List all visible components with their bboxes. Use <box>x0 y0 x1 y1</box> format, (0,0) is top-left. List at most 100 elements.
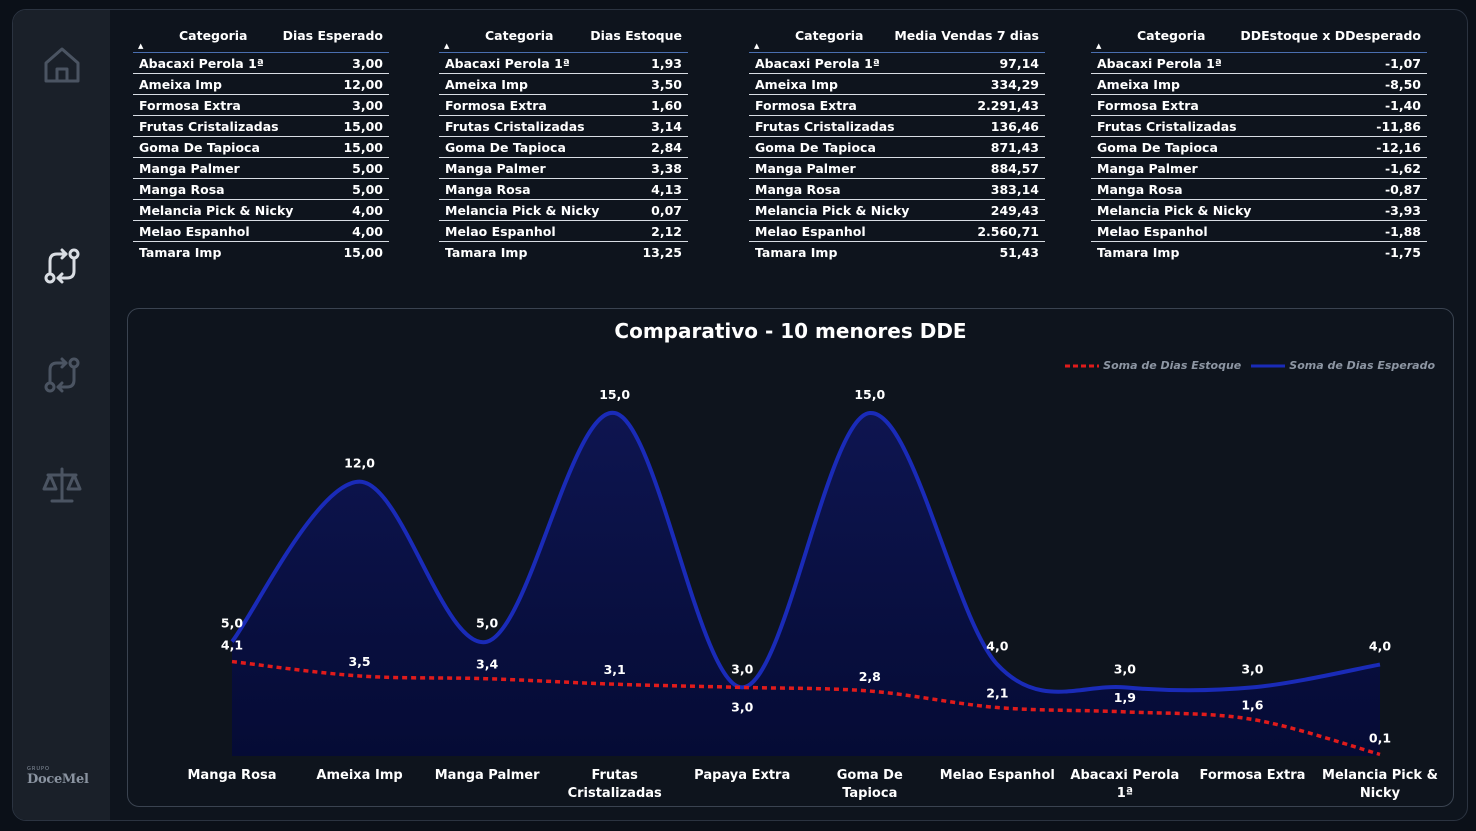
table-row[interactable]: Tamara Imp -1,75 <box>1091 242 1427 263</box>
table-row[interactable]: Melancia Pick & Nicky 4,00 <box>133 200 389 221</box>
cell-value: 383,14 <box>990 181 1039 197</box>
cell-value: 3,00 <box>352 55 383 71</box>
legend-item-estoque[interactable]: Soma de Dias Estoque <box>1065 359 1241 372</box>
dashboard-frame: GRUPO DoceMel ▲ Categoria Dias Esperado … <box>12 9 1468 821</box>
cell-value: 3,00 <box>352 97 383 113</box>
table-row[interactable]: Tamara Imp 51,43 <box>749 242 1045 263</box>
data-label-dias-estoque: 3,0 <box>731 699 753 714</box>
table-row[interactable]: Manga Palmer 884,57 <box>749 158 1045 179</box>
legend-item-esperado[interactable]: Soma de Dias Esperado <box>1251 359 1435 372</box>
table-row[interactable]: Manga Rosa 5,00 <box>133 179 389 200</box>
cell-value: 5,00 <box>352 160 383 176</box>
cell-value: -1,75 <box>1384 245 1421 260</box>
table-row[interactable]: Manga Palmer 5,00 <box>133 158 389 179</box>
table-row[interactable]: Frutas Cristalizadas -11,86 <box>1091 116 1427 137</box>
cell-categoria: Melancia Pick & Nicky <box>139 202 294 218</box>
header-value[interactable]: Dias Estoque <box>590 28 682 43</box>
data-label-dias-estoque: 4,1 <box>221 638 243 653</box>
table-row[interactable]: Manga Rosa 4,13 <box>439 179 688 200</box>
sort-asc-icon[interactable]: ▲ <box>444 42 450 50</box>
cell-categoria: Manga Palmer <box>755 160 856 176</box>
cell-value: 97,14 <box>999 55 1039 71</box>
table-row[interactable]: Formosa Extra 3,00 <box>133 95 389 116</box>
cell-categoria: Manga Rosa <box>755 181 841 197</box>
table-row[interactable]: Formosa Extra 1,60 <box>439 95 688 116</box>
header-value[interactable]: Media Vendas 7 dias <box>894 28 1039 43</box>
table-row[interactable]: Ameixa Imp -8,50 <box>1091 74 1427 95</box>
cell-value: 3,14 <box>651 118 682 134</box>
data-label-dias-esperado: 4,0 <box>986 639 1008 654</box>
cell-value: -0,87 <box>1384 181 1421 197</box>
table-row[interactable]: Ameixa Imp 3,50 <box>439 74 688 95</box>
table-row[interactable]: Goma De Tapioca 871,43 <box>749 137 1045 158</box>
cell-value: 4,00 <box>352 202 383 218</box>
x-tick-label: Cristalizadas <box>568 786 662 801</box>
cell-value: 884,57 <box>990 160 1039 176</box>
header-categoria[interactable]: Categoria <box>795 28 864 43</box>
header-categoria[interactable]: Categoria <box>485 28 554 43</box>
data-label-dias-estoque: 3,4 <box>476 657 498 672</box>
cell-categoria: Tamara Imp <box>139 245 222 260</box>
series-line-dias-estoque[interactable] <box>231 659 1381 757</box>
table-row[interactable]: Melancia Pick & Nicky -3,93 <box>1091 200 1427 221</box>
data-label-dias-estoque: 2,1 <box>986 686 1008 701</box>
sort-asc-icon[interactable]: ▲ <box>1096 42 1102 50</box>
table-row[interactable]: Tamara Imp 13,25 <box>439 242 688 263</box>
header-value[interactable]: DDEstoque x DDesperado <box>1240 28 1421 43</box>
home-icon[interactable] <box>39 42 85 88</box>
balance-icon[interactable] <box>39 462 85 508</box>
table-row[interactable]: Formosa Extra -1,40 <box>1091 95 1427 116</box>
table-row[interactable]: Ameixa Imp 334,29 <box>749 74 1045 95</box>
cell-value: 3,38 <box>651 160 682 176</box>
header-categoria[interactable]: Categoria <box>179 28 248 43</box>
table-row[interactable]: Tamara Imp 15,00 <box>133 242 389 263</box>
table-row[interactable]: Melancia Pick & Nicky 0,07 <box>439 200 688 221</box>
table-row[interactable]: Melao Espanhol 2,12 <box>439 221 688 242</box>
data-label-dias-esperado: 4,0 <box>1369 639 1391 654</box>
cell-value: 334,29 <box>990 76 1039 92</box>
header-value[interactable]: Dias Esperado <box>282 28 383 43</box>
cell-value: -1,40 <box>1384 97 1421 113</box>
cell-value: -1,88 <box>1384 223 1421 239</box>
table-media-vendas: ▲ Categoria Media Vendas 7 dias Abacaxi … <box>749 28 1045 263</box>
data-label-dias-esperado: 5,0 <box>476 616 498 631</box>
table-row[interactable]: Manga Palmer -1,62 <box>1091 158 1427 179</box>
table-row[interactable]: Formosa Extra 2.291,43 <box>749 95 1045 116</box>
table-row[interactable]: Melao Espanhol 4,00 <box>133 221 389 242</box>
table-row[interactable]: Manga Rosa -0,87 <box>1091 179 1427 200</box>
table-row[interactable]: Melao Espanhol 2.560,71 <box>749 221 1045 242</box>
series-line-dias-esperado[interactable] <box>230 410 1381 694</box>
compare-icon-active[interactable] <box>39 243 85 289</box>
table-row[interactable]: Frutas Cristalizadas 3,14 <box>439 116 688 137</box>
table-row[interactable]: Abacaxi Perola 1ª 3,00 <box>133 53 389 74</box>
table-row[interactable]: Manga Rosa 383,14 <box>749 179 1045 200</box>
cell-value: 871,43 <box>990 139 1039 155</box>
cell-value: 136,46 <box>990 118 1039 134</box>
table-row[interactable]: Goma De Tapioca 2,84 <box>439 137 688 158</box>
cell-value: 1,93 <box>651 55 682 71</box>
cell-categoria: Abacaxi Perola 1ª <box>139 55 264 71</box>
table-row[interactable]: Abacaxi Perola 1ª 1,93 <box>439 53 688 74</box>
data-label-dias-esperado: 12,0 <box>344 456 375 471</box>
sort-asc-icon[interactable]: ▲ <box>754 42 760 50</box>
table-row[interactable]: Goma De Tapioca -12,16 <box>1091 137 1427 158</box>
table-row[interactable]: Abacaxi Perola 1ª 97,14 <box>749 53 1045 74</box>
cell-categoria: Frutas Cristalizadas <box>445 118 585 134</box>
table-row[interactable]: Ameixa Imp 12,00 <box>133 74 389 95</box>
table-row[interactable]: Goma De Tapioca 15,00 <box>133 137 389 158</box>
cell-categoria: Ameixa Imp <box>755 76 838 92</box>
table-row[interactable]: Melancia Pick & Nicky 249,43 <box>749 200 1045 221</box>
table-row[interactable]: Frutas Cristalizadas 136,46 <box>749 116 1045 137</box>
x-tick-label: Papaya Extra <box>694 768 790 783</box>
header-categoria[interactable]: Categoria <box>1137 28 1206 43</box>
table-row[interactable]: Abacaxi Perola 1ª -1,07 <box>1091 53 1427 74</box>
table-row[interactable]: Melao Espanhol -1,88 <box>1091 221 1427 242</box>
cell-categoria: Melancia Pick & Nicky <box>1097 202 1252 218</box>
x-tick-label: Ameixa Imp <box>316 768 402 783</box>
table-row[interactable]: Manga Palmer 3,38 <box>439 158 688 179</box>
table-row[interactable]: Frutas Cristalizadas 15,00 <box>133 116 389 137</box>
cell-categoria: Formosa Extra <box>445 97 547 113</box>
table-dias-estoque: ▲ Categoria Dias Estoque Abacaxi Perola … <box>439 28 688 263</box>
sort-asc-icon[interactable]: ▲ <box>138 42 144 50</box>
compare-icon[interactable] <box>39 352 85 398</box>
